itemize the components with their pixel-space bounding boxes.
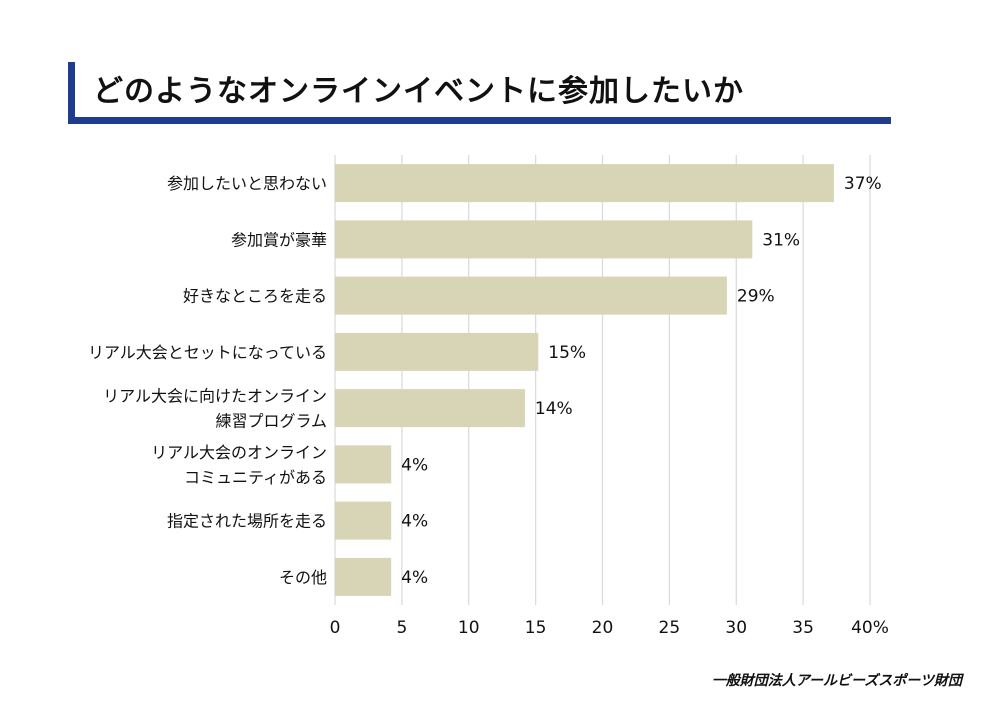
- bar: [335, 389, 525, 428]
- chart-title: どのようなオンラインイベントに参加したいか: [93, 74, 744, 109]
- category-label: 練習プログラム: [215, 412, 327, 431]
- data-label: 4%: [401, 512, 428, 532]
- x-tick-label: 20: [592, 618, 614, 638]
- data-label: 15%: [548, 343, 586, 363]
- category-label: 参加賞が豪華: [231, 230, 327, 249]
- bar: [335, 276, 727, 315]
- category-label: リアル大会のオンライン: [151, 443, 327, 462]
- data-label: 4%: [401, 568, 428, 588]
- x-tick-label: 30: [725, 618, 747, 638]
- x-tick-label: 35: [792, 618, 814, 638]
- category-label: コミュニティがある: [184, 468, 327, 487]
- footer-credit: 一般財団法人アールビーズスポーツ財団: [711, 673, 962, 689]
- data-label: 31%: [762, 230, 800, 250]
- category-label: 指定された場所を走る: [167, 512, 327, 531]
- x-tick-label: 25: [659, 618, 681, 638]
- category-label: 参加したいと思わない: [167, 174, 327, 193]
- bar: [335, 164, 834, 203]
- data-label: 37%: [844, 174, 882, 194]
- bar: [335, 332, 539, 371]
- category-label: その他: [279, 568, 327, 587]
- category-label: リアル大会とセットになっている: [88, 343, 327, 362]
- bar: [335, 557, 392, 596]
- data-label: 29%: [737, 287, 775, 307]
- title-bar: どのようなオンラインイベントに参加したいか: [68, 62, 891, 124]
- x-tick-label: 40%: [851, 618, 889, 638]
- x-tick-label: 10: [458, 618, 480, 638]
- bar: [335, 501, 392, 540]
- data-label: 14%: [535, 399, 573, 419]
- bar: [335, 445, 392, 484]
- x-tick-label: 0: [330, 618, 341, 638]
- bar: [335, 220, 753, 259]
- category-label: リアル大会に向けたオンライン: [103, 387, 327, 406]
- x-tick-label: 15: [525, 618, 547, 638]
- data-label: 4%: [401, 455, 428, 475]
- x-tick-label: 5: [396, 618, 407, 638]
- category-label: 好きなところを走る: [183, 287, 327, 306]
